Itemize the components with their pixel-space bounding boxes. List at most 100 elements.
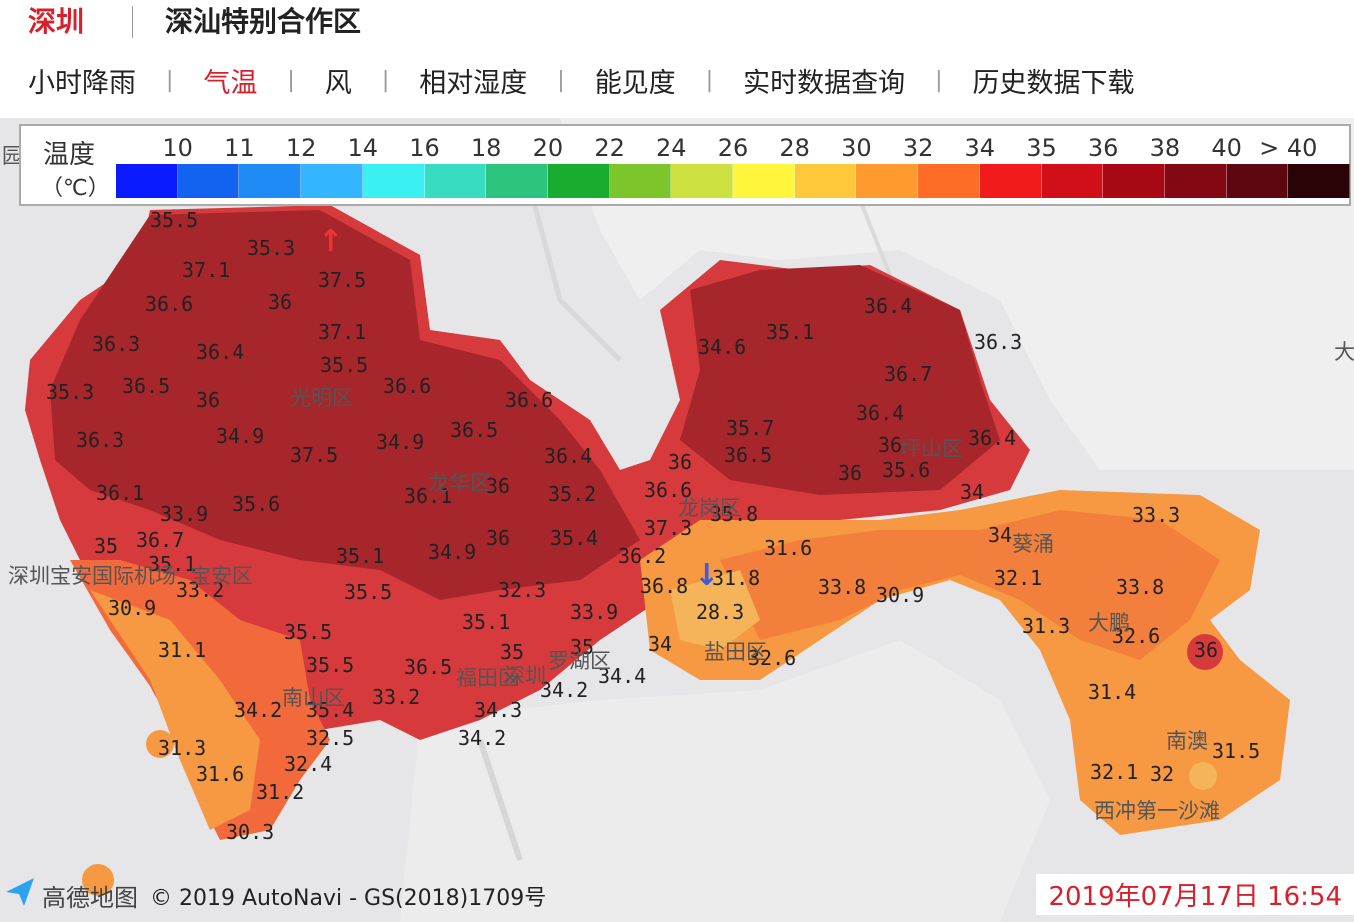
legend-color-swatch xyxy=(794,164,857,198)
temperature-reading: 36.6 xyxy=(644,478,693,502)
temperature-reading: 32.6 xyxy=(748,646,797,670)
temperature-reading: 35.1 xyxy=(148,552,197,576)
legend-tick-label: 36 xyxy=(1087,134,1119,162)
tab-divider: | xyxy=(166,67,174,93)
legend-tick-label: 10 xyxy=(162,134,193,162)
temperature-reading: 30.3 xyxy=(226,820,275,844)
tab-bar: 小时降雨 | 气温 | 风 | 相对湿度 | 能见度 | 实时数据查询 | 历史… xyxy=(28,60,1135,100)
place-label: 光明区 xyxy=(290,386,353,410)
temperature-reading: 36.3 xyxy=(76,428,125,452)
temperature-reading: 31.5 xyxy=(1212,739,1261,763)
legend-title: 温度 xyxy=(43,140,96,170)
legend-color-swatch xyxy=(856,164,919,198)
temperature-map[interactable]: ↑ ↓ 35.5 35.3 37.1 37.5 36.6 36 37.1 36.3 36.4 35… xyxy=(0,118,1354,922)
tab-wind[interactable]: 风 xyxy=(324,67,352,99)
legend-tick-label: 38 xyxy=(1149,134,1181,162)
temperature-reading: 32.3 xyxy=(498,578,547,602)
temperature-reading: 35.3 xyxy=(247,236,296,260)
temperature-reading: 36.4 xyxy=(864,294,913,318)
temperature-reading: 35.6 xyxy=(232,492,281,516)
place-label: 龙华区 xyxy=(428,471,491,495)
legend-tick-label: 24 xyxy=(656,134,687,162)
temperature-reading: 35.5 xyxy=(344,580,393,604)
temperature-reading: 35.5 xyxy=(306,653,355,677)
temperature-reading: 34.2 xyxy=(234,698,283,722)
temperature-reading: 35.8 xyxy=(710,502,759,526)
tab-realtime-query[interactable]: 实时数据查询 xyxy=(743,67,906,99)
legend-color-swatch xyxy=(1041,164,1104,198)
temperature-reading: 37.5 xyxy=(318,268,367,292)
temperature-reading: 33.8 xyxy=(1116,575,1165,599)
legend-color-swatch xyxy=(301,164,363,198)
temperature-reading: 34.2 xyxy=(540,678,589,702)
temperature-reading: 36.4 xyxy=(856,401,905,425)
legend-tick-label: 11 xyxy=(224,134,255,162)
temperature-reading: 36.4 xyxy=(196,340,245,364)
zone-link[interactable]: 深汕特别合作区 xyxy=(165,5,362,38)
temperature-reading: 34.9 xyxy=(428,540,477,564)
temperature-reading: 35.4 xyxy=(550,526,599,550)
temperature-reading: 36.5 xyxy=(122,374,171,398)
temperature-reading: 35.1 xyxy=(766,320,815,344)
temperature-reading: 31.2 xyxy=(256,780,305,804)
tab-hourly-rain[interactable]: 小时降雨 xyxy=(28,67,136,99)
temperature-reading: 35.6 xyxy=(882,458,931,482)
legend-tick-label: 14 xyxy=(347,134,379,162)
temperature-reading: 32.5 xyxy=(306,726,355,750)
temperature-reading: 33.2 xyxy=(176,578,225,602)
temperature-reading: 35.2 xyxy=(548,482,597,506)
legend-color-swatch xyxy=(1103,164,1165,198)
tab-divider: | xyxy=(557,67,565,93)
temperature-reading: 36 xyxy=(668,450,693,474)
temperature-reading: 34.6 xyxy=(698,335,747,359)
place-label: 大鹏 xyxy=(1088,611,1130,635)
observation-timestamp: 2019年07月17日 16:54 xyxy=(1036,874,1354,915)
place-label: 园 xyxy=(2,144,23,168)
tab-temperature[interactable]: 气温 xyxy=(203,67,258,99)
temperature-reading: 36.8 xyxy=(640,574,689,598)
place-label: 罗湖区 xyxy=(548,649,611,673)
temperature-reading: 37.3 xyxy=(644,516,693,540)
city-title[interactable]: 深圳 xyxy=(28,5,85,38)
amap-logo-icon xyxy=(6,878,34,906)
legend-color-bar xyxy=(116,164,1351,198)
place-label: 盐田区 xyxy=(704,640,767,664)
temperature-reading: 35 xyxy=(500,640,525,664)
legend-tick-label: 40 xyxy=(1211,134,1242,162)
temperature-reading: 34.3 xyxy=(474,698,523,722)
temperature-reading: 28.3 xyxy=(696,600,745,624)
temperature-reading: 34 xyxy=(988,523,1013,547)
tab-humidity[interactable]: 相对湿度 xyxy=(419,67,528,99)
header-divider xyxy=(132,6,133,38)
legend-tick-label: 12 xyxy=(285,134,317,162)
temperature-reading: 36.3 xyxy=(974,330,1023,354)
temperature-reading: 37.5 xyxy=(290,443,339,467)
legend-color-swatch xyxy=(733,164,795,198)
tab-divider: | xyxy=(935,67,943,93)
temp-zone-very-hot xyxy=(680,265,1000,495)
temperature-reading: 35.5 xyxy=(284,620,333,644)
temperature-reading: 36 xyxy=(486,474,511,498)
coolspot xyxy=(1189,762,1217,790)
legend-tick-label: 34 xyxy=(964,134,996,162)
temperature-reading: 32.4 xyxy=(284,752,333,776)
tab-history-download[interactable]: 历史数据下载 xyxy=(972,67,1135,99)
temperature-reading: 30.9 xyxy=(876,583,925,607)
legend-tick-label: 26 xyxy=(717,134,749,162)
legend-color-swatch xyxy=(1226,164,1289,198)
temperature-legend: 温度 （℃） 10 11 12 14 16 18 20 22 24 26 28 30 32 34 35 36 3… xyxy=(19,124,1351,206)
temperature-reading: 34.2 xyxy=(458,726,507,750)
temperature-reading: 32.1 xyxy=(1090,760,1139,784)
temperature-reading: 36.6 xyxy=(383,374,432,398)
temperature-reading: 32 xyxy=(1150,762,1175,786)
legend-color-swatch xyxy=(362,164,425,198)
temperature-reading: 35.7 xyxy=(726,416,775,440)
temperature-reading: 32.6 xyxy=(1112,624,1161,648)
legend-tick-label: 22 xyxy=(594,134,625,162)
legend-tick-label: 20 xyxy=(532,134,564,162)
temperature-reading: 31.3 xyxy=(1022,614,1071,638)
tab-visibility[interactable]: 能见度 xyxy=(594,67,676,99)
place-label: 深圳 xyxy=(504,664,546,688)
temperature-reading: 36.6 xyxy=(145,292,194,316)
legend-color-swatch xyxy=(547,164,610,198)
